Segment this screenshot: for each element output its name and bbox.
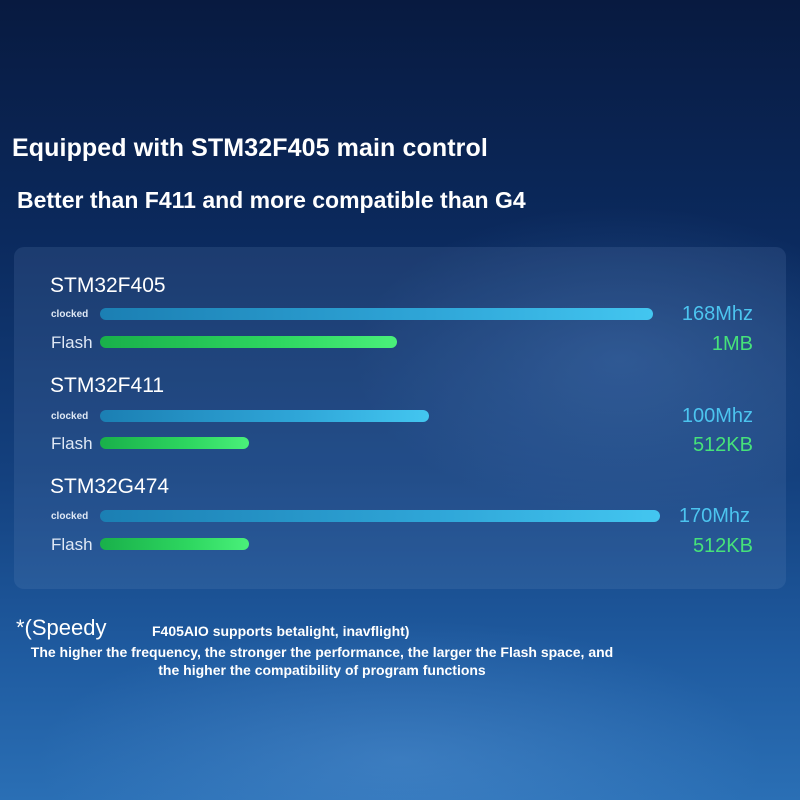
- clock-track: [100, 410, 429, 422]
- clock-value: 168Mhz: [681, 303, 753, 325]
- flash-label: Flash: [51, 333, 93, 352]
- page-subtitle: Better than F411 and more compatible tha…: [17, 187, 526, 213]
- clock-label: clocked: [51, 411, 89, 422]
- clock-bar-stm32g474: [100, 510, 660, 522]
- clock-label: clocked: [51, 309, 89, 320]
- flash-bar-stm32f405: [100, 336, 397, 348]
- flash-value: 512KB: [692, 535, 753, 557]
- chip-name-stm32f405: STM32F405: [50, 274, 166, 297]
- flash-bar-stm32f411: [100, 437, 249, 449]
- clock-bar-stm32f405: [100, 308, 653, 320]
- flash-value: 512KB: [692, 434, 753, 456]
- flash-track: [100, 538, 249, 550]
- flash-label: Flash: [51, 535, 93, 554]
- clock-value: 100Mhz: [681, 405, 753, 427]
- clock-label: clocked: [51, 511, 89, 522]
- page-title: Equipped with STM32F405 main control: [12, 134, 488, 162]
- clock-track: [100, 308, 653, 320]
- clock-value: 170Mhz: [678, 505, 750, 527]
- flash-bar-stm32g474: [100, 538, 249, 550]
- footnote-note: The higher the frequency, the stronger t…: [30, 644, 614, 678]
- clock-bar-stm32f411: [100, 410, 429, 422]
- flash-value: 1MB: [711, 333, 753, 355]
- chip-name-stm32f411: STM32F411: [50, 374, 164, 397]
- flash-track: [100, 437, 249, 449]
- chip-name-stm32g474: STM32G474: [50, 475, 170, 498]
- flash-track: [100, 336, 397, 348]
- footnote-support: F405AIO supports betalight, inavflight): [152, 623, 410, 639]
- flash-label: Flash: [51, 434, 93, 453]
- footnote-prefix: *(Speedy: [16, 615, 107, 640]
- clock-track: [100, 510, 660, 522]
